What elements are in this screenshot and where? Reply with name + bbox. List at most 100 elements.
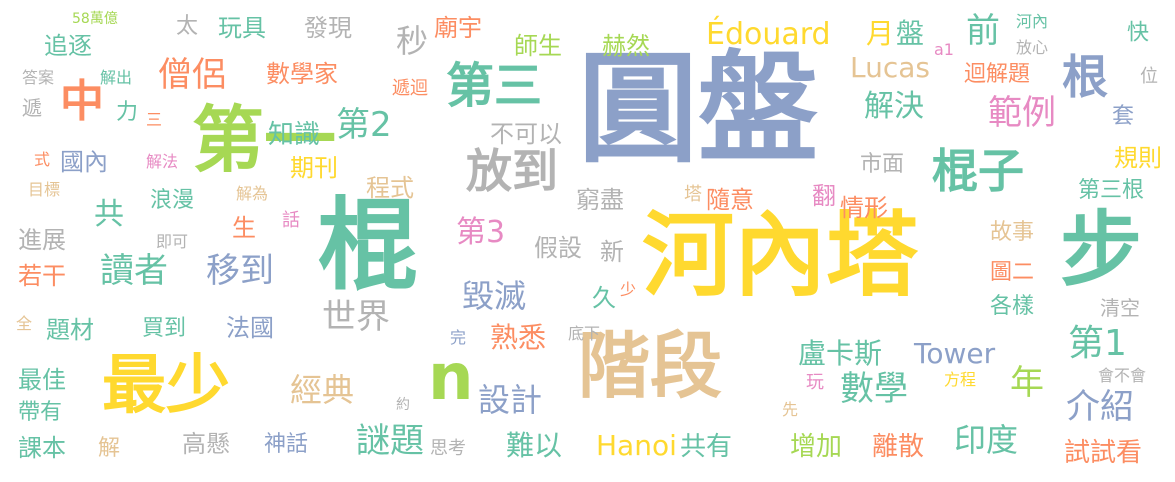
word-gun: 棍	[318, 187, 418, 304]
word-henei-ta: 河內塔	[642, 202, 919, 309]
word-wan: 玩	[806, 372, 824, 393]
word-kuai: 快	[1123, 20, 1148, 42]
word-heran: 赫然	[602, 32, 650, 60]
word-bukeyi: 不可以	[490, 120, 562, 148]
word-yue: 月	[866, 17, 895, 50]
word-qiongjin: 窮盡	[576, 186, 624, 214]
word-jiashe: 假設	[534, 234, 582, 262]
word-henei: 河內	[1016, 12, 1049, 31]
word-fangcheng: 方程	[944, 370, 977, 389]
word-qian: 前	[966, 11, 1000, 51]
word-pan: 盤	[896, 17, 925, 50]
word-shimian: 市面	[860, 152, 905, 177]
word-jiu: 久	[592, 284, 616, 312]
word-di-1: 第1	[1068, 323, 1127, 364]
word-yuanpan: 圓盤	[578, 40, 818, 179]
word-di-san: 第三	[446, 58, 543, 114]
word-ta: 塔	[684, 184, 702, 205]
word-yidao: 移到	[206, 251, 274, 291]
word-digui: 遞迴	[392, 78, 428, 99]
word-faguo: 法國	[226, 314, 274, 342]
word-mubiao: 目標	[28, 180, 61, 199]
word-qingkong: 清空	[1100, 296, 1140, 320]
word-sengl: 僧侶	[158, 55, 226, 95]
word-bu: 步	[1060, 203, 1143, 298]
word-ticai: 題材	[46, 316, 94, 344]
word-miti: 謎題	[356, 421, 424, 461]
word-dixia: 底下	[568, 324, 601, 343]
word-miao: 秒	[391, 24, 429, 56]
word-a1: a1	[934, 40, 954, 59]
word-lucas: Lucas	[850, 51, 930, 84]
word-huimie: 毀滅	[462, 277, 527, 315]
word-huijieti: 迴解題	[964, 62, 1031, 87]
word-shao: 少	[620, 280, 637, 299]
word-zengjia: 增加	[790, 432, 843, 462]
word-xin: 新	[600, 238, 624, 266]
word-shisheng: 師生	[514, 32, 562, 60]
word-daan: 答案	[22, 68, 55, 87]
word-zuijia: 最佳	[18, 366, 66, 394]
word-gunzi: 棍子	[932, 144, 1024, 198]
word-yue2: 約	[396, 397, 410, 413]
word-n: n	[428, 341, 474, 415]
word-zhong: 中	[60, 76, 104, 127]
word-di-3: 第3	[456, 215, 506, 250]
word-tao: 套	[1112, 104, 1135, 129]
word-xian: 先	[782, 400, 799, 419]
word-jinzhan: 進展	[18, 226, 66, 254]
word-daiyou: 帶有	[18, 400, 63, 425]
word-ruogan: 若干	[18, 262, 66, 290]
word-geyang: 各樣	[990, 294, 1035, 319]
word-jiefa: 解法	[146, 152, 179, 171]
word-shuxuejia: 數學家	[266, 60, 338, 88]
word-guonei: 國內	[60, 148, 108, 176]
word-qikan: 期刊	[290, 154, 338, 182]
word-lisan: 離散	[872, 432, 925, 462]
word-wanju: 玩具	[218, 14, 266, 42]
word-sheng: 生	[232, 214, 256, 242]
word-jie: 解	[98, 436, 121, 461]
word-gaoxuan: 高懸	[182, 430, 230, 458]
word-fangxin: 放心	[1016, 38, 1049, 57]
word-fan: 翻	[812, 182, 836, 210]
word-jiejue: 解決	[864, 89, 924, 124]
word-san: 三	[146, 110, 163, 129]
word-zhishi: 知識	[268, 120, 321, 150]
word-jike: 即可	[156, 232, 189, 251]
word-huibuhui: 會不會	[1098, 366, 1147, 385]
word-quan: 全	[16, 314, 33, 333]
word-hua: 話	[282, 210, 300, 231]
word-yindu: 印度	[954, 421, 1019, 459]
word-nanyi: 難以	[506, 429, 563, 462]
word-jingdian: 經典	[290, 371, 355, 409]
word-gen: 根	[1062, 50, 1108, 104]
word-jiechu: 解出	[100, 68, 133, 87]
word-jiewei: 解為	[236, 184, 269, 203]
word-gong: 共	[94, 197, 124, 232]
word-chengshi: 程式	[366, 174, 414, 202]
word-gongyou: 共有	[680, 432, 733, 462]
word-faxian: 發現	[304, 14, 352, 42]
word-miaoyu: 廟宇	[434, 14, 482, 42]
word-di-2: 第2	[336, 105, 392, 145]
word-shi: 式	[34, 150, 51, 169]
word-di-gui: 遞	[22, 96, 42, 120]
word-shishikan: 試試看	[1064, 438, 1143, 468]
word-nian: 年	[1010, 363, 1044, 403]
word-fangdao: 放到	[466, 144, 558, 198]
word-guize: 規則	[1114, 144, 1162, 172]
word-58wanyi: 58萬億	[72, 11, 118, 27]
word-duzhe: 讀者	[100, 251, 168, 291]
word-keben: 課本	[18, 434, 66, 462]
word-lukasi: 盧卡斯	[798, 337, 883, 370]
word-tai: 太	[176, 14, 199, 39]
word-wan2: 完	[450, 328, 467, 347]
word-tuer: 圖二	[990, 260, 1035, 285]
word-di-yi: 第一	[192, 98, 337, 182]
word-qingxing: 情形	[840, 194, 888, 222]
word-maidao: 買到	[142, 316, 187, 341]
word-suiyi: 隨意	[706, 186, 754, 214]
word-shuxi: 熟悉	[490, 321, 547, 354]
